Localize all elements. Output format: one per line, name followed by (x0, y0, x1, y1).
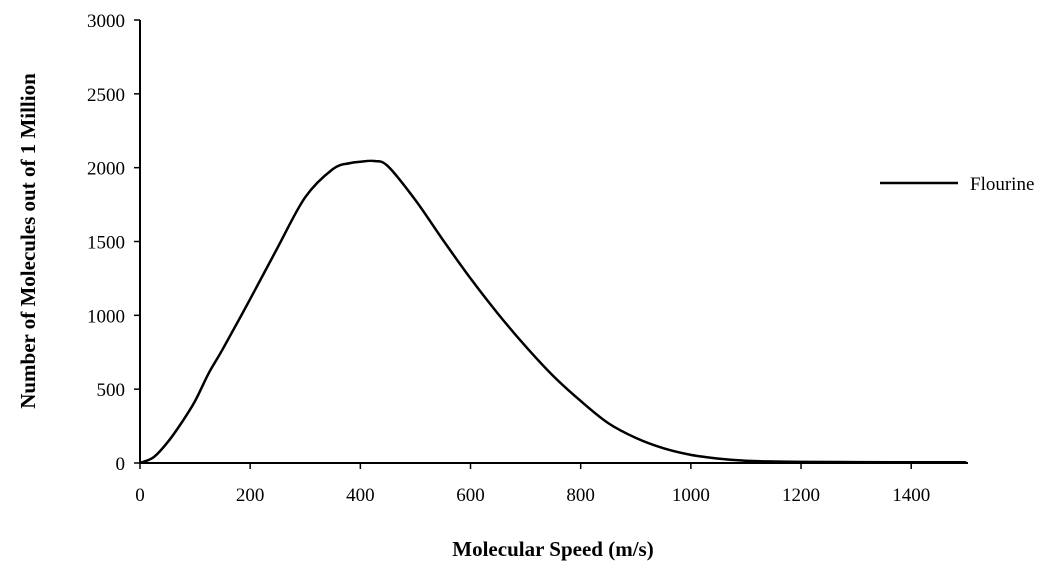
legend-label-flourine: Flourine (970, 174, 1034, 195)
y-tick-label: 500 (97, 380, 126, 401)
x-tick-label: 200 (236, 485, 265, 506)
x-tick-label: 1400 (892, 485, 930, 506)
y-tick-label: 1500 (87, 233, 125, 254)
y-tick-label: 3000 (87, 11, 125, 32)
series-line-flourine (139, 159, 967, 465)
y-tick-label: 2000 (87, 159, 125, 180)
x-tick-label: 400 (346, 485, 375, 506)
x-tick-label: 0 (135, 485, 145, 506)
x-tick-label: 800 (566, 485, 595, 506)
y-tick-label: 0 (116, 454, 126, 475)
x-axis-title: Molecular Speed (m/s) (452, 537, 653, 561)
y-tick-label: 2500 (87, 85, 125, 106)
legend: Flourine (880, 174, 1034, 195)
y-axis-title: Number of Molecules out of 1 Million (16, 73, 40, 409)
y-tick-label: 1000 (87, 306, 125, 327)
tick-labels: 0 500 1000 1500 2000 2500 3000 0 200 400 600 800 100… (87, 11, 930, 506)
x-tick-label: 1000 (672, 485, 710, 506)
axes (134, 19, 968, 469)
x-tick-label: 1200 (782, 485, 820, 506)
series (139, 159, 967, 465)
x-tick-label: 600 (456, 485, 485, 506)
